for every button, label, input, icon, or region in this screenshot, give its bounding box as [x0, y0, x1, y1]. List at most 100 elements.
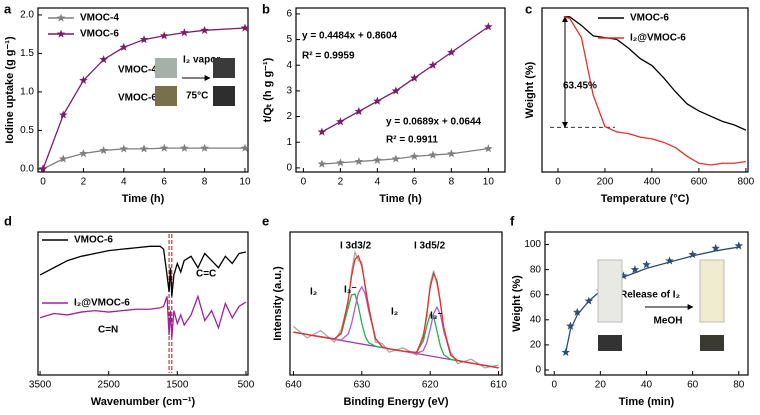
data-point	[447, 47, 456, 57]
data-line	[42, 147, 245, 170]
y-axis-title: t/Qₜ (h g g⁻¹)	[262, 57, 274, 122]
x-tick-label: 40	[641, 380, 653, 391]
y-tick-label: 2	[286, 111, 292, 122]
x-axis-title: Binding Energy (eV)	[343, 396, 448, 408]
panel-label: e	[262, 213, 269, 228]
data-point	[336, 158, 345, 167]
data-line	[563, 16, 746, 166]
y-tick-label: 5	[286, 34, 292, 45]
y-tick-label: 100	[524, 239, 541, 250]
x-tick-label: 600	[691, 177, 708, 188]
legend-marker	[56, 13, 66, 22]
x-tick-label: 0	[40, 177, 46, 188]
y-tick-label: 0.0	[20, 164, 34, 175]
x-tick-label: 2	[338, 177, 344, 188]
data-point	[484, 22, 493, 31]
data-point	[373, 155, 382, 164]
y-tick-label: 1.5	[20, 48, 34, 59]
inset-photo	[699, 259, 725, 323]
x-tick-label: 0	[551, 380, 557, 391]
data-point	[619, 271, 628, 280]
x-tick-label: 4	[375, 177, 381, 188]
data-point	[79, 75, 88, 85]
data-point	[566, 321, 575, 330]
x-tick-label: 610	[490, 380, 507, 391]
data-point	[391, 154, 401, 163]
data-point	[373, 96, 382, 105]
x-tick-label: 500	[238, 380, 255, 391]
data-point	[58, 154, 68, 163]
y-tick-label: 1	[286, 137, 292, 148]
data-point	[354, 106, 364, 116]
x-axis-title: Time (h)	[122, 193, 165, 205]
data-line	[321, 148, 489, 165]
data-point	[734, 241, 744, 250]
x-tick-label: 8	[202, 177, 208, 188]
y-axis-title: Iodine uptake (g g⁻¹)	[4, 36, 16, 144]
data-point	[159, 143, 169, 152]
annotation: R² = 0.9959	[302, 51, 355, 62]
x-tick-label: 3500	[29, 380, 52, 391]
annotation: y = 0.4484x + 0.8604	[302, 31, 398, 42]
annotation: 75°C	[186, 91, 208, 102]
annotation: VMOC-4	[118, 65, 157, 76]
y-tick-label: 0.5	[20, 125, 34, 136]
data-point	[317, 159, 327, 168]
x-tick-label: 20	[595, 380, 607, 391]
x-axis-title: Time (h)	[379, 193, 422, 205]
annotation: I₃⁻	[430, 311, 443, 322]
x-tick-label: 10	[483, 177, 495, 188]
data-line	[293, 254, 499, 369]
data-point	[336, 117, 345, 126]
inset-photo	[598, 335, 622, 351]
data-point	[391, 86, 401, 95]
data-point	[317, 127, 327, 136]
annotation: I 3d5/2	[414, 241, 446, 252]
legend-label: VMOC-6	[74, 235, 113, 246]
y-tick-label: 80	[530, 264, 542, 275]
x-tick-label: 400	[644, 177, 661, 188]
data-point	[410, 73, 419, 82]
data-point	[180, 28, 189, 37]
annotation: I₃⁻	[344, 285, 357, 296]
data-line	[42, 27, 246, 170]
annotation: 63.45%	[563, 81, 597, 92]
y-tick-label: 1.0	[20, 87, 34, 98]
data-point	[139, 144, 149, 153]
panel-label: b	[262, 1, 270, 16]
x-tick-label: 2500	[98, 380, 121, 391]
y-axis-title: Weight (%)	[524, 61, 536, 118]
x-tick-label: 0	[555, 177, 561, 188]
data-point	[428, 150, 438, 159]
y-tick-label: 0	[286, 163, 292, 174]
y-tick-label: 4	[286, 60, 292, 71]
annotation: C=C	[196, 269, 216, 280]
x-tick-label: 0	[301, 177, 307, 188]
y-axis-title: Weight (%)	[511, 275, 523, 332]
x-tick-label: 2	[81, 177, 87, 188]
panel-label: c	[525, 1, 532, 16]
plot-frame	[37, 7, 249, 173]
annotation: I₂ vapor	[183, 55, 220, 66]
y-axis-title: Intensity (a.u.)	[272, 266, 284, 341]
inset-photo	[213, 86, 235, 106]
y-tick-label: 60	[530, 289, 542, 300]
annotation: I₂	[391, 307, 398, 318]
data-point	[99, 55, 108, 64]
x-tick-label: 10	[239, 177, 251, 188]
data-point	[180, 143, 189, 152]
y-tick-label: 20	[530, 340, 542, 351]
data-point	[119, 42, 129, 51]
data-point	[99, 145, 108, 155]
x-tick-label: 60	[687, 380, 699, 391]
x-tick-label: 6	[412, 177, 418, 188]
inset-photo	[155, 86, 177, 106]
inset-photo	[700, 335, 724, 351]
x-axis-title: Temperature (°C)	[601, 193, 690, 205]
x-axis-title: Wavenumber (cm⁻¹)	[91, 396, 196, 408]
annotation: C=N	[98, 325, 118, 336]
x-axis-title: Time (min)	[619, 396, 675, 408]
legend-label: VMOC-6	[80, 29, 119, 40]
data-line	[563, 16, 747, 131]
